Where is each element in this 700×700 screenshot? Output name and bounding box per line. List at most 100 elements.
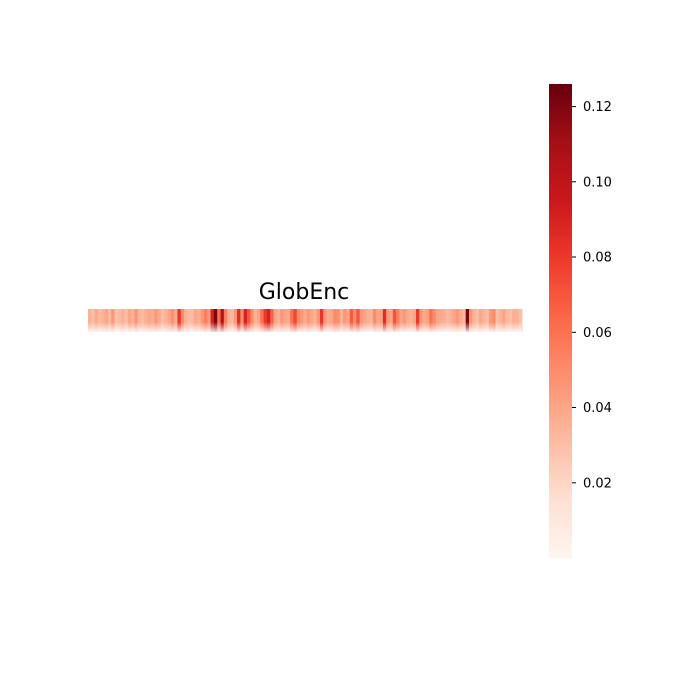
heatmap-cell — [362, 309, 367, 332]
heatmap-cell — [170, 309, 175, 332]
colorbar-tick-label: 0.10 — [583, 175, 612, 190]
heatmap-cell — [94, 309, 99, 332]
heatmap-cell — [415, 309, 420, 332]
heatmap-cell — [465, 309, 470, 332]
heatmap-cell — [386, 309, 390, 332]
heatmap-cell — [220, 309, 225, 332]
heatmap-cell — [349, 309, 354, 332]
heatmap-cell — [124, 309, 129, 332]
heatmap-cell — [382, 309, 387, 332]
heatmap-cell — [283, 309, 288, 332]
heatmap-cell — [445, 309, 450, 332]
heatmap-cell — [97, 309, 102, 332]
heatmap-cell — [237, 309, 241, 332]
heatmap-cell — [502, 309, 506, 332]
heatmap-cell — [498, 309, 503, 332]
heatmap-cell — [485, 309, 490, 332]
heatmap-cell — [300, 309, 304, 332]
heatmap-cell — [319, 309, 324, 332]
heatmap-cell — [117, 309, 122, 332]
heatmap-cell — [343, 309, 347, 332]
heatmap-cell — [379, 309, 384, 332]
heatmap-cell — [197, 309, 202, 332]
colorbar-tick-label: 0.08 — [583, 251, 612, 266]
heatmap-cell — [253, 309, 258, 332]
heatmap-cell — [207, 309, 211, 332]
heatmap-cell — [150, 309, 155, 332]
heatmap-cell — [134, 309, 139, 332]
heatmap-cell — [482, 309, 486, 332]
heatmap-cell — [399, 309, 404, 332]
heatmap-cell — [306, 309, 311, 332]
heatmap-cell — [396, 309, 400, 332]
heatmap-cell — [230, 309, 235, 332]
heatmap-cell — [223, 309, 228, 332]
heatmap-cell — [293, 309, 298, 332]
colorbar-tick-label: 0.02 — [583, 476, 612, 491]
heatmap-cell — [227, 309, 231, 332]
heatmap-cell — [141, 309, 145, 332]
heatmap-cell — [154, 309, 158, 332]
heatmap-cell — [177, 309, 182, 332]
heatmap-cell — [313, 309, 317, 332]
heatmap-cell — [462, 309, 467, 332]
heatmap-cell — [316, 309, 321, 332]
heatmap-cell — [184, 309, 188, 332]
heatmap-cell — [329, 309, 334, 332]
heatmap-cell — [336, 309, 341, 332]
heatmap-cell — [250, 309, 255, 332]
heatmap-cell — [91, 309, 96, 332]
heatmap-cell — [369, 309, 374, 332]
heatmap-cell — [432, 309, 437, 332]
colorbar-ticks: 0.02 0.04 0.06 0.08 0.10 0.12 — [572, 100, 612, 491]
heatmap-cell — [187, 309, 192, 332]
heatmap-cell — [339, 309, 344, 332]
heatmap-strip — [88, 309, 523, 332]
heatmap-cell — [243, 309, 248, 332]
heatmap-cell — [131, 309, 135, 332]
chart-title: GlobEnc — [259, 280, 350, 305]
heatmap-cell — [515, 309, 520, 332]
heatmap-cell — [442, 309, 447, 332]
heatmap-cell — [455, 309, 460, 332]
heatmap-cell — [210, 309, 215, 332]
colorbar-tick-label: 0.04 — [583, 401, 612, 416]
heatmap-cell — [488, 309, 493, 332]
heatmap-cell — [449, 309, 453, 332]
heatmap-cell — [107, 309, 112, 332]
heatmap-cell — [180, 309, 185, 332]
heatmap-cell — [296, 309, 301, 332]
heatmap-cell — [104, 309, 109, 332]
heatmap-cell — [144, 309, 149, 332]
heatmap-cell — [164, 309, 168, 332]
heatmap-cell — [422, 309, 427, 332]
heatmap-cell — [88, 309, 92, 332]
heatmap-cell — [376, 309, 380, 332]
heatmap-cell — [114, 309, 119, 332]
heatmap-cell — [518, 309, 523, 332]
heatmap-cell — [326, 309, 331, 332]
heatmap-cell — [459, 309, 463, 332]
heatmap-cell — [472, 309, 477, 332]
heatmap-cell — [194, 309, 198, 332]
heatmap-cell — [263, 309, 268, 332]
colorbar — [549, 84, 572, 558]
heatmap-cell — [389, 309, 394, 332]
heatmap-cell — [121, 309, 125, 332]
heatmap-cell — [492, 309, 496, 332]
heatmap-cell — [157, 309, 162, 332]
heatmap-cell — [200, 309, 205, 332]
heatmap-cell — [203, 309, 208, 332]
heatmap-cell — [419, 309, 424, 332]
heatmap-cell — [359, 309, 364, 332]
heatmap-cell — [127, 309, 132, 332]
heatmap-cell — [402, 309, 407, 332]
heatmap-cell — [439, 309, 443, 332]
heatmap-cell — [240, 309, 245, 332]
heatmap-cell — [372, 309, 377, 332]
heatmap-cell — [247, 309, 251, 332]
heatmap-cell — [508, 309, 513, 332]
heatmap-cell — [505, 309, 510, 332]
heatmap-cell — [286, 309, 291, 332]
heatmap-cell — [160, 309, 165, 332]
